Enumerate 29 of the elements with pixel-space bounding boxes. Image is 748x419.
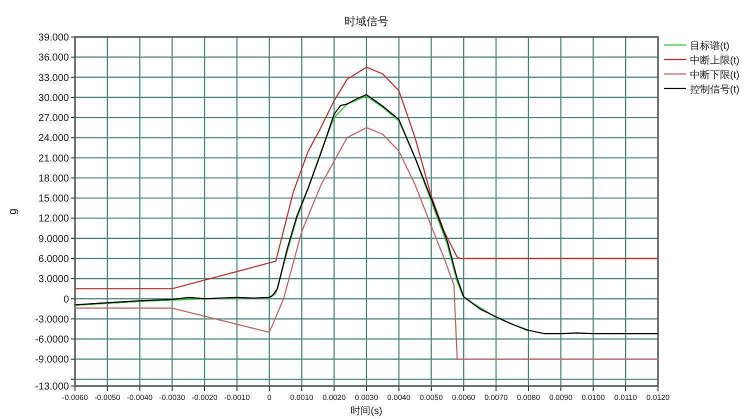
y-tick-label: -6.0000	[35, 334, 70, 346]
y-tick-label: 27.000	[38, 113, 70, 124]
y-tick-label: 30.000	[38, 92, 70, 104]
y-tick-label: 3.0000	[38, 274, 70, 286]
y-tick-label: 15.000	[38, 194, 70, 205]
y-tick-label: 24.000	[38, 133, 70, 144]
y-tick-label: 39.000	[38, 32, 70, 44]
y-tick-label: -9.0000	[35, 354, 70, 366]
y-tick-label: 33.000	[38, 72, 70, 84]
x-axis-title: 时间(s)	[350, 405, 382, 417]
y-tick-label: 36.000	[38, 52, 70, 64]
legend-label: 控制信号(t)	[690, 84, 740, 96]
y-tick-label: -13.000	[35, 382, 70, 392]
y-tick-label: 12.000	[38, 214, 70, 225]
line-series	[74, 95, 530, 332]
y-tick-label: 9.0000	[38, 234, 70, 245]
y-tick-label: 18.000	[38, 173, 70, 184]
line-series	[74, 94, 659, 334]
y-tick-label: 6.0000	[38, 254, 70, 265]
line-series	[74, 127, 659, 360]
y-tick-label: 0	[63, 294, 70, 306]
legend-label: 中断下限(t)	[690, 69, 740, 81]
chart-title: 时域信号	[344, 15, 388, 28]
legend-label: 目标谱(t)	[690, 40, 730, 52]
line-series	[74, 66, 659, 290]
legend-label: 中断上限(t)	[690, 54, 740, 66]
y-tick-label: 21.000	[38, 153, 70, 164]
y-axis-title: g	[7, 208, 19, 215]
y-tick-label: -3.0000	[35, 314, 70, 326]
